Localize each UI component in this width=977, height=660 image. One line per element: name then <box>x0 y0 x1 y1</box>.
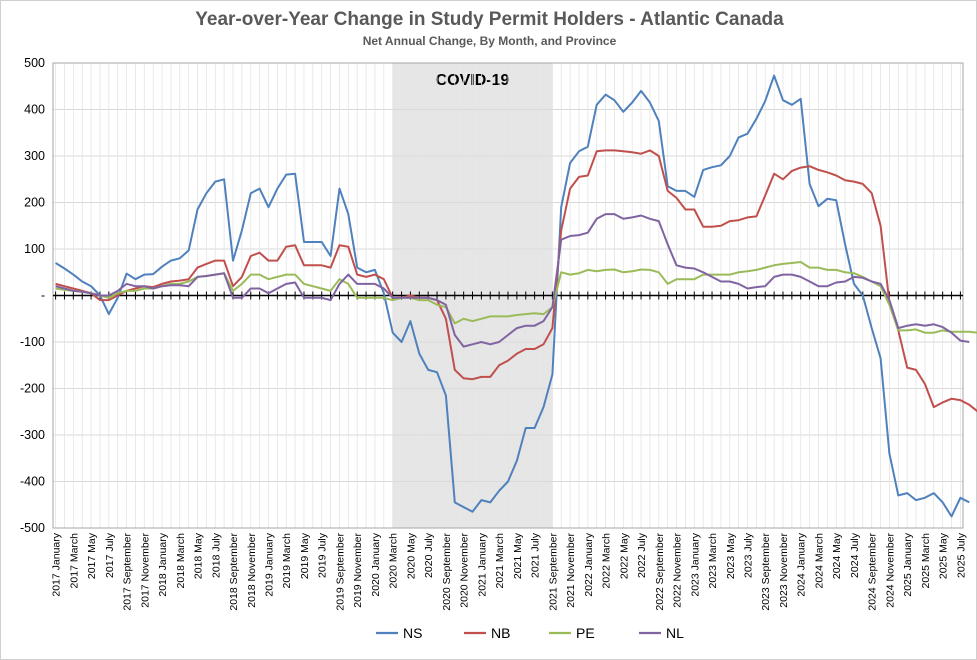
x-tick-label: 2017 November <box>139 533 151 608</box>
y-tick-label: 500 <box>24 56 45 70</box>
x-tick-label: 2020 January <box>370 532 382 596</box>
x-tick-label: 2018 March <box>175 533 187 589</box>
y-tick-label: 300 <box>24 149 45 163</box>
y-tick-label: 100 <box>24 242 45 256</box>
x-tick-label: 2021 January <box>476 532 488 596</box>
series-line-nb <box>55 149 977 413</box>
x-tick-label: 2025 March <box>920 533 932 589</box>
x-tick-label: 2020 March <box>388 533 400 589</box>
x-tick-label: 2022 January <box>583 532 595 596</box>
x-tick-label: 2019 November <box>352 533 364 608</box>
y-tick-label: -100 <box>20 335 45 349</box>
y-tick-label: -500 <box>20 521 45 535</box>
x-tick-label: 2024 March <box>813 533 825 589</box>
legend-label-nl: NL <box>666 625 684 641</box>
x-tick-label: 2020 May <box>405 532 417 579</box>
x-tick-label: 2022 July <box>636 532 648 578</box>
x-tick-label: 2017 January <box>51 532 63 596</box>
x-tick-label: 2021 March <box>494 533 506 589</box>
legend-label-pe: PE <box>576 625 595 641</box>
x-tick-label: 2018 September <box>228 532 240 610</box>
x-tick-label: 2019 January <box>263 532 275 596</box>
x-tick-label: 2019 March <box>281 533 293 589</box>
y-tick-label: -200 <box>20 382 45 396</box>
y-tick-label: 400 <box>24 103 45 117</box>
y-tick-label: 200 <box>24 196 45 210</box>
x-tick-label: 2017 September <box>122 532 134 610</box>
x-tick-label: 2023 November <box>778 533 790 608</box>
x-tick-label: 2025 May <box>938 532 950 579</box>
x-tick-label: 2024 September <box>867 532 879 610</box>
x-tick-label: 2017 March <box>68 533 80 589</box>
series-line-ns <box>55 74 970 518</box>
x-tick-label: 2023 September <box>760 532 772 610</box>
y-tick-label: -300 <box>20 428 45 442</box>
x-tick-label: 2017 July <box>104 532 116 578</box>
x-tick-label: 2020 November <box>459 533 471 608</box>
x-tick-label: 2021 November <box>565 533 577 608</box>
x-tick-label: 2022 November <box>672 533 684 608</box>
x-tick-label: 2017 May <box>86 532 98 579</box>
x-tick-label: 2023 January <box>689 532 701 596</box>
x-tick-label: 2023 March <box>707 533 719 589</box>
x-tick-label: 2022 March <box>601 533 613 589</box>
x-tick-label: 2022 September <box>654 532 666 610</box>
x-tick-label: 2020 September <box>441 532 453 610</box>
x-tick-label: 2023 July <box>743 532 755 578</box>
x-tick-label: 2024 May <box>831 532 843 579</box>
x-tick-label: 2018 November <box>246 533 258 608</box>
x-tick-label: 2024 July <box>849 532 861 578</box>
x-tick-label: 2025 January <box>902 532 914 596</box>
chart-subtitle: Net Annual Change, By Month, and Provinc… <box>362 34 617 48</box>
x-tick-label: 2019 July <box>317 532 329 578</box>
y-tick-label: -400 <box>20 475 45 489</box>
x-tick-label: 2022 May <box>618 532 630 579</box>
x-tick-label: 2020 July <box>423 532 435 578</box>
x-tick-label: 2018 July <box>210 532 222 578</box>
x-tick-label: 2024 November <box>884 533 896 608</box>
x-tick-label: 2025 July <box>955 532 967 578</box>
chart-title: Year-over-Year Change in Study Permit Ho… <box>195 9 784 30</box>
x-tick-label: 2021 May <box>512 532 524 579</box>
x-tick-label: 2019 May <box>299 532 311 579</box>
x-tick-label: 2021 July <box>530 532 542 578</box>
x-tick-label: 2021 September <box>547 532 559 610</box>
series-line-nl <box>55 213 970 348</box>
x-tick-label: 2024 January <box>796 532 808 596</box>
x-tick-label: 2018 January <box>157 532 169 596</box>
legend: NS NB PE NL <box>376 625 684 641</box>
x-tick-label: 2023 May <box>725 532 737 579</box>
x-tick-label: 2019 September <box>334 532 346 610</box>
series-lines <box>55 74 977 518</box>
legend-label-nb: NB <box>491 625 510 641</box>
x-tick-label: 2018 May <box>193 532 205 579</box>
y-tick-label: - <box>41 289 45 303</box>
legend-label-ns: NS <box>403 625 422 641</box>
tick-labels: -500-400-300-200-100-1002003004005002017… <box>20 56 967 611</box>
